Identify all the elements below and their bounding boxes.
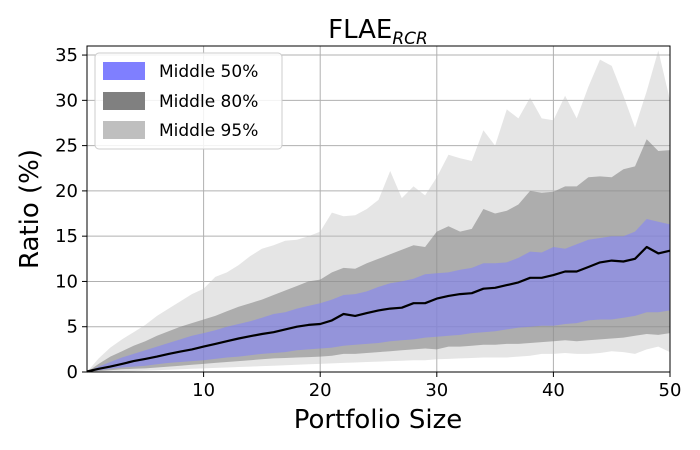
y-tick-label: 0	[67, 362, 78, 383]
legend-label-middle-80: Middle 80%	[159, 92, 258, 112]
axis-ticks: 10 20 30 40 50 0 5 10 15 20 25 30 35	[55, 45, 681, 401]
y-tick-label: 5	[67, 317, 78, 338]
x-tick-label: 10	[192, 380, 215, 401]
x-tick-label: 50	[659, 380, 682, 401]
median-line-group	[86, 245, 671, 373]
y-tick-label: 20	[55, 181, 78, 202]
legend-swatch-middle-80	[103, 92, 145, 110]
x-tick-label: 20	[309, 380, 332, 401]
chart-title: FLAERCR	[328, 15, 428, 49]
legend-label-middle-95: Middle 95%	[159, 121, 258, 141]
chart-title-subscript: RCR	[392, 29, 428, 49]
legend: Middle 50% Middle 80% Middle 95%	[94, 52, 283, 150]
y-tick-label: 30	[55, 90, 78, 111]
y-tick-label: 35	[55, 45, 78, 66]
x-tick-label: 30	[425, 380, 448, 401]
y-tick-label: 15	[55, 226, 78, 247]
bands	[87, 50, 670, 372]
plot-frame	[86, 45, 671, 373]
legend-label-middle-50: Middle 50%	[159, 62, 258, 82]
band-middle-50	[87, 219, 670, 372]
legend-swatch-middle-95	[103, 121, 145, 139]
legend-swatch-middle-50	[103, 62, 145, 80]
x-tick-label: 40	[542, 380, 565, 401]
y-tick-label: 10	[55, 271, 78, 292]
y-tick-label: 25	[55, 136, 78, 157]
median-line	[86, 245, 671, 373]
chart-title-main: FLAE	[328, 15, 392, 45]
x-axis-label: Portfolio Size	[294, 405, 463, 435]
y-axis-label: Ratio (%)	[15, 149, 45, 269]
